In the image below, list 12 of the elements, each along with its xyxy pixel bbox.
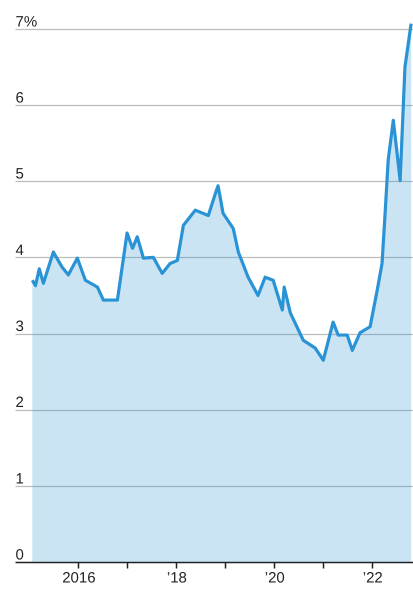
y-tick-label: 4: [16, 242, 24, 259]
y-tick-label: 1: [16, 470, 24, 488]
x-tick-label: ’22: [362, 570, 383, 586]
x-tick-label: ’20: [264, 570, 285, 586]
x-tick-label: ’18: [166, 570, 187, 586]
y-tick-label: 0: [16, 546, 24, 564]
y-tick-label: 6: [16, 90, 24, 107]
y-tick-label: 7%: [16, 13, 38, 30]
y-tick-label: 3: [16, 318, 24, 336]
y-tick-label: 5: [16, 166, 24, 183]
x-tick-label: 2016: [62, 570, 96, 586]
y-tick-label: 2: [16, 394, 24, 412]
